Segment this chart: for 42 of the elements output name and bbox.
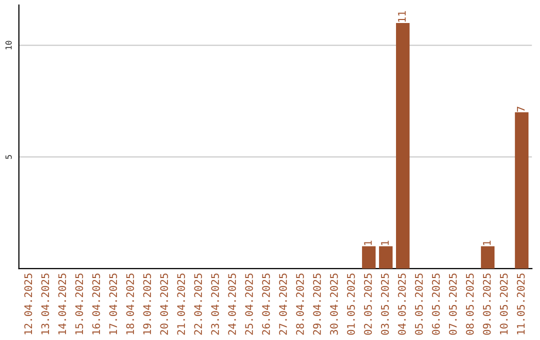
x-tick-label: 20.04.2025 xyxy=(160,274,168,335)
x-tick-label: 27.04.2025 xyxy=(279,274,287,335)
data-label: 7 xyxy=(517,106,525,112)
x-tick-label: 04.05.2025 xyxy=(398,274,406,335)
x-tick-label: 15.04.2025 xyxy=(75,274,84,334)
bar xyxy=(396,22,410,269)
x-tick-label: 18.04.2025 xyxy=(126,274,134,334)
x-tick-label: 11.05.2025 xyxy=(516,274,525,334)
x-tick-label: 24.04.2025 xyxy=(228,274,236,335)
x-tick-label: 16.04.2025 xyxy=(92,274,100,334)
x-tick-label: 17.04.2025 xyxy=(109,274,118,334)
bar xyxy=(480,246,495,269)
x-tick-label: 25.04.2025 xyxy=(245,274,253,335)
x-tick-label: 02.05.2025 xyxy=(364,274,372,335)
x-tick-label: 28.04.2025 xyxy=(296,274,304,335)
bar xyxy=(362,246,376,269)
x-tick-label: 03.05.2025 xyxy=(380,274,389,335)
x-tick-label: 13.04.2025 xyxy=(41,274,50,334)
x-tick-label: 06.05.2025 xyxy=(432,274,440,335)
x-tick-label: 21.04.2025 xyxy=(177,274,186,335)
bar xyxy=(379,246,393,269)
x-tick-label: 26.04.2025 xyxy=(262,274,270,335)
data-label: 1 xyxy=(381,240,389,246)
bar xyxy=(514,112,529,269)
x-tick-label: 08.05.2025 xyxy=(466,274,474,335)
x-tick-label: 05.05.2025 xyxy=(414,274,423,335)
data-label: 1 xyxy=(483,240,491,246)
x-tick-label: 30.04.2025 xyxy=(330,274,338,335)
y-tick-label: 10 xyxy=(5,40,12,50)
x-tick-label: 01.05.2025 xyxy=(347,274,355,335)
x-tick-label: 12.04.2025 xyxy=(24,274,32,334)
x-tick-label: 23.04.2025 xyxy=(211,274,219,335)
data-label: 11 xyxy=(398,11,406,22)
x-tick-label: 14.04.2025 xyxy=(58,274,66,334)
y-tick-label: 5 xyxy=(6,155,12,159)
x-tick-label: 10.05.2025 xyxy=(500,274,508,334)
x-tick-label: 22.04.2025 xyxy=(194,274,202,335)
x-tick-label: 19.04.2025 xyxy=(143,274,152,334)
data-label: 1 xyxy=(364,240,372,246)
x-tick-label: 29.04.2025 xyxy=(313,274,321,335)
x-tick-label: 07.05.2025 xyxy=(448,274,457,335)
x-tick-label: 09.05.2025 xyxy=(482,274,491,335)
